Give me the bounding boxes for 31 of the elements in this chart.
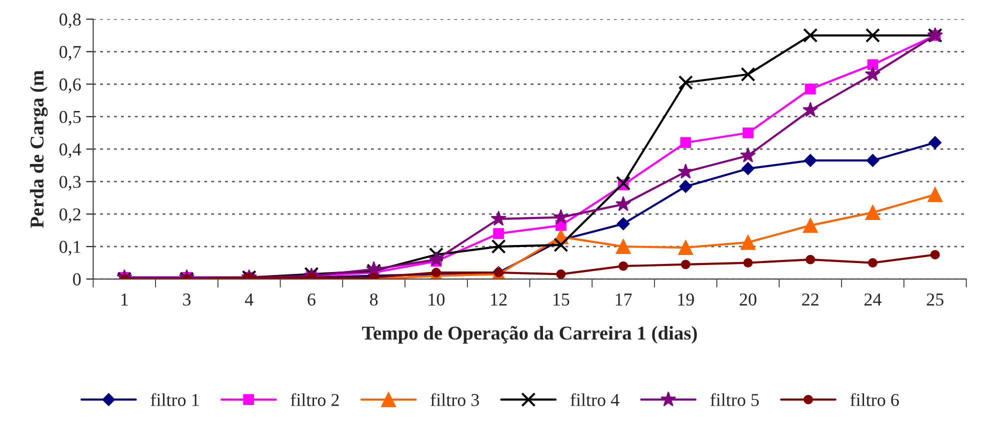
y-tick-label: 0,6 <box>60 78 81 94</box>
x-tick-label: 8 <box>370 293 378 306</box>
x-tick-label: 25 <box>926 293 944 306</box>
x-tick-label: 15 <box>553 294 570 306</box>
y-tick-label: 0 <box>73 273 81 286</box>
y-tick-label: 0,5 <box>60 110 81 126</box>
legend-label: filtro 2 <box>290 393 339 406</box>
y-tick-label: 0,1 <box>60 240 80 256</box>
y-tick-label: 0,8 <box>60 13 81 28</box>
x-tick-label: 1 <box>121 294 128 306</box>
x-tick-label: 17 <box>616 294 632 306</box>
legend-label: filtro 5 <box>710 393 759 406</box>
legend-label: filtro 3 <box>430 393 479 406</box>
legend-label: filtro 1 <box>150 393 199 406</box>
legend-label: filtro 6 <box>850 393 899 406</box>
x-tick-label: 4 <box>244 294 254 306</box>
x-tick-label: 10 <box>428 293 445 306</box>
y-axis-title: Perda de Carga (m <box>30 70 48 228</box>
x-tick-label: 20 <box>740 293 756 306</box>
y-tick-label: 0,2 <box>60 208 80 224</box>
y-tick-label: 0,4 <box>60 143 82 158</box>
y-tick-label: 0,3 <box>60 176 81 191</box>
x-tick-label: 22 <box>802 293 818 306</box>
x-tick-label: 6 <box>308 293 316 306</box>
x-tick-label: 3 <box>183 293 191 306</box>
legend-label: filtro 4 <box>570 393 620 406</box>
y-tick-label: 0,7 <box>60 46 81 61</box>
x-tick-label: 19 <box>678 293 694 306</box>
x-axis-title: Tempo de Operação da Carreira 1 (dias) <box>362 326 697 344</box>
x-tick-label: 24 <box>864 293 882 306</box>
x-tick-label: 12 <box>491 293 507 306</box>
